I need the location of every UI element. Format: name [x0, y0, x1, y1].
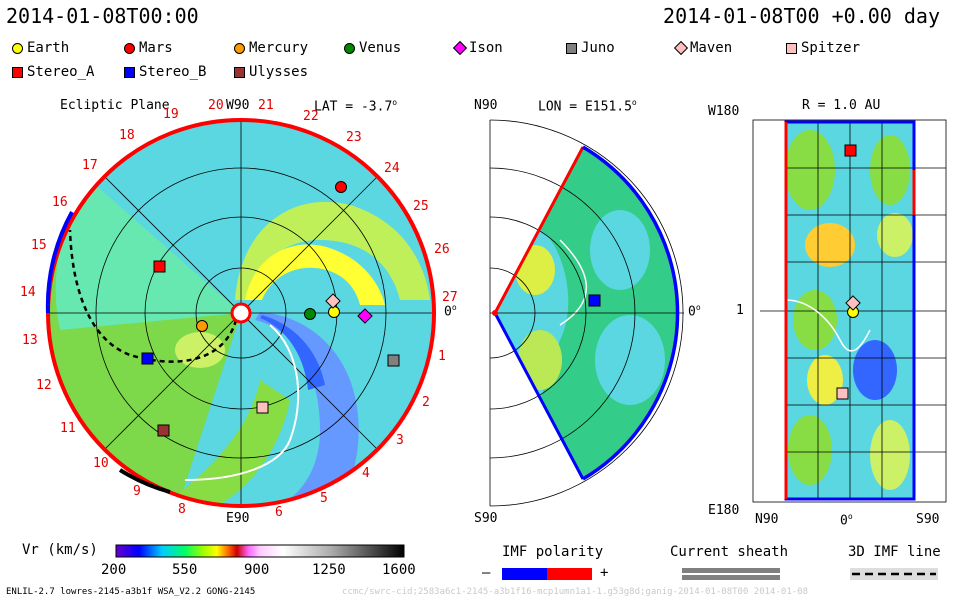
meridional-plane-plot [489, 119, 684, 507]
venus-marker-icon [344, 42, 355, 54]
legend-earth: Earth [12, 40, 69, 56]
carrington-label-18: 18 [119, 128, 135, 143]
ecliptic-title: Ecliptic Plane [60, 98, 170, 113]
ecliptic-lat: LAT = -3.7o [314, 98, 398, 115]
ecliptic-right-label: 0o [444, 303, 457, 320]
run-id-watermark: ccmc/swrc-cid;2583a6c1-2145-a3b1f16-mcp1… [342, 587, 808, 597]
meridional-title: LON = E151.5o [538, 98, 637, 115]
colorbar-tick-1250: 1250 [312, 562, 346, 578]
carrington-label-24: 24 [384, 161, 400, 176]
legend-venus: Venus [344, 40, 401, 56]
carrington-label-26: 26 [434, 242, 450, 257]
carrington-label-15: 15 [31, 238, 47, 253]
model-info-footer: ENLIL-2.7 lowres-2145-a3b1f WSA_V2.2 GON… [6, 587, 256, 597]
carrington-label-5: 5 [320, 491, 328, 506]
current-sheath-label: Current sheath [670, 544, 789, 560]
shell-plot [752, 119, 947, 503]
carrington-label-12: 12 [36, 378, 52, 393]
shell-mid-left-label: 1 [736, 303, 744, 318]
carrington-label-16: 16 [52, 195, 68, 210]
carrington-label-13: 13 [22, 333, 38, 348]
imf3d-label: 3D IMF line [848, 544, 941, 560]
earth-marker-icon [12, 42, 23, 54]
carrington-label-9: 9 [133, 484, 141, 499]
colorbar-label: Vr (km/s) [22, 542, 98, 558]
shell-bottom-n-label: N90 [755, 512, 779, 527]
ulysses-marker-icon [234, 66, 245, 78]
meridional-bottom-label: S90 [474, 511, 498, 526]
legend-spitzer: Spitzer [786, 40, 860, 56]
carrington-label-4: 4 [362, 466, 370, 481]
mercury-marker-icon [234, 42, 245, 54]
legend-stereo-a: Stereo_A [12, 64, 94, 80]
carrington-label-19: 19 [163, 107, 179, 122]
legend-juno: Juno [566, 40, 615, 56]
imf-positive-swatch [547, 568, 592, 580]
legend-ison: Ison [452, 40, 503, 56]
shell-bottom-left-label: E180 [708, 503, 740, 518]
carrington-label-17: 17 [82, 158, 98, 173]
carrington-label-21: 21 [258, 98, 274, 113]
carrington-label-2: 2 [422, 395, 430, 410]
ecliptic-plane-plot [45, 118, 436, 508]
carrington-label-10: 10 [93, 456, 109, 471]
colorbar-tick-200: 200 [101, 562, 127, 578]
shell-top-left-label: W180 [708, 104, 740, 119]
imf-polarity-label: IMF polarity [502, 544, 604, 560]
carrington-label-3: 3 [396, 433, 404, 448]
shell-bottom-s-label: S90 [916, 512, 940, 527]
shell-bottom-0-label: 0o [840, 512, 853, 529]
juno-marker-icon [566, 42, 577, 54]
imf-plus-label: + [600, 565, 609, 581]
colorbar-tick-900: 900 [244, 562, 270, 578]
carrington-label-11: 11 [60, 421, 76, 436]
carrington-label-25: 25 [413, 199, 429, 214]
legend-mars: Mars [124, 40, 173, 56]
legend-stereo-b: Stereo_B [124, 64, 206, 80]
meridional-right-label: 0o [688, 303, 701, 320]
mars-marker-icon [124, 42, 135, 54]
legend-ulysses: Ulysses [234, 64, 308, 80]
left-timestamp: 2014-01-08T00:00 [6, 4, 199, 28]
stereo-a-marker-icon [12, 66, 23, 78]
colorbar [115, 544, 405, 558]
carrington-label-14: 14 [20, 285, 36, 300]
carrington-label-20: 20 [208, 98, 224, 113]
stereo-b-marker-icon [124, 66, 135, 78]
legend-mercury: Mercury [234, 40, 308, 56]
legend-maven: Maven [673, 40, 732, 56]
carrington-label-6: 6 [275, 505, 283, 520]
carrington-label-1: 1 [438, 349, 446, 364]
imf-minus-label: – [482, 565, 491, 581]
carrington-label-22: 22 [303, 109, 319, 124]
shell-title: R = 1.0 AU [802, 98, 881, 113]
carrington-label-23: 23 [346, 130, 362, 145]
ecliptic-top-label: W90 [226, 98, 250, 113]
colorbar-tick-1600: 1600 [382, 562, 416, 578]
colorbar-tick-550: 550 [172, 562, 198, 578]
carrington-label-8: 8 [178, 502, 186, 517]
imf-negative-swatch [502, 568, 547, 580]
meridional-top-label: N90 [474, 98, 498, 113]
right-timestamp: 2014-01-08T00 +0.00 day [663, 4, 940, 28]
carrington-label-27: 27 [442, 290, 458, 305]
ecliptic-bottom-label: E90 [226, 511, 250, 526]
spitzer-marker-icon [786, 42, 797, 54]
